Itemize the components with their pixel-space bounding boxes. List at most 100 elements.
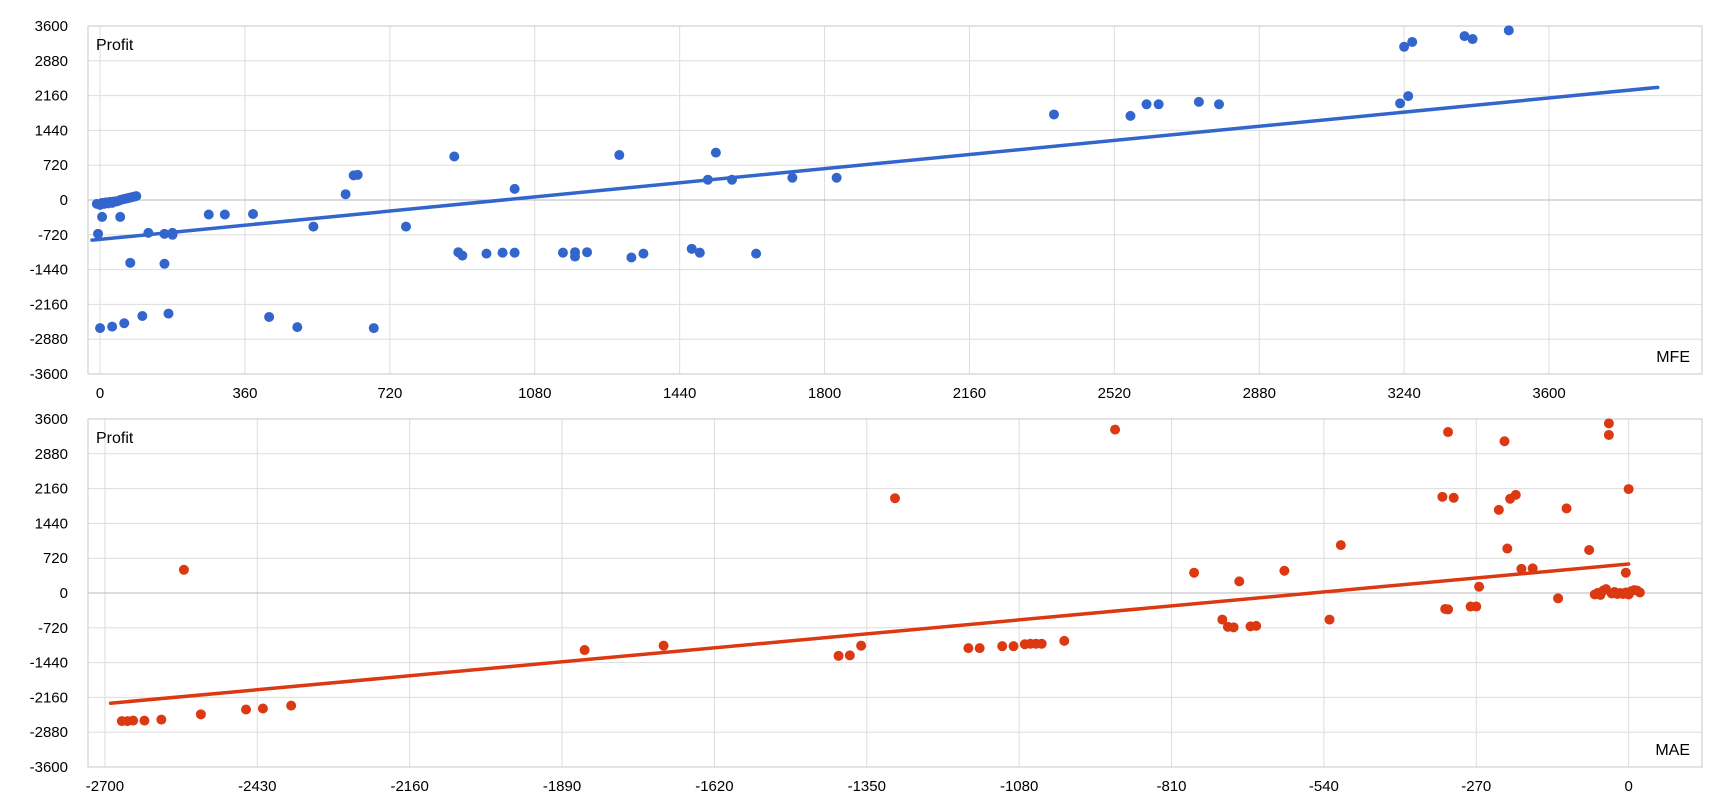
mfe-data-point xyxy=(1141,99,1152,110)
mfe-data-point xyxy=(481,248,492,259)
mfe-y-tick-label: -2880 xyxy=(30,331,68,348)
mae-data-point xyxy=(286,700,297,711)
mae-data-point xyxy=(1474,581,1485,592)
mae-x-tick-label: 0 xyxy=(1624,778,1632,795)
mfe-x-tick-label: 1800 xyxy=(808,385,841,402)
mfe-data-point xyxy=(509,247,520,258)
mae-x-tick-label: -1080 xyxy=(1000,778,1038,795)
mfe-data-point xyxy=(694,247,705,258)
mfe-data-point xyxy=(710,147,721,158)
mfe-data-point xyxy=(1503,25,1514,36)
mae-data-point xyxy=(1502,543,1513,554)
mfe-data-point xyxy=(137,311,148,321)
mfe-x-tick-label: 3240 xyxy=(1387,385,1420,402)
mfe-plot-frame xyxy=(87,25,1703,375)
mae-y-tick-label: -720 xyxy=(38,620,68,637)
mfe-x-tick-label: 720 xyxy=(377,385,402,402)
mae-data-point xyxy=(1189,567,1200,578)
mae-data-point xyxy=(1110,424,1121,435)
mfe-data-point xyxy=(1403,91,1414,102)
mfe-data-point xyxy=(352,169,363,180)
mfe-data-point xyxy=(509,183,520,194)
mfe-x-tick-label: 1080 xyxy=(518,385,551,402)
mfe-data-point xyxy=(292,322,303,333)
mfe-x-tick-label: 0 xyxy=(96,385,104,402)
mfe-data-point xyxy=(1214,99,1225,110)
mfe-data-point xyxy=(115,211,126,222)
mae-data-point xyxy=(1603,418,1614,429)
mfe-data-point xyxy=(248,209,259,220)
mae-x-tick-label: -1350 xyxy=(848,778,886,795)
mae-data-point xyxy=(1443,427,1454,438)
mfe-data-point xyxy=(1048,109,1059,120)
mfe-data-point xyxy=(119,318,130,329)
mfe-data-point xyxy=(400,221,411,232)
mfe-x-tick-label: 2520 xyxy=(1098,385,1131,402)
mae-trendline xyxy=(108,562,1631,705)
mae-y-tick-label: 3600 xyxy=(35,411,68,428)
mfe-data-point xyxy=(125,257,136,268)
mfe-data-point xyxy=(686,243,697,254)
mfe-data-point xyxy=(626,252,637,263)
mfe-data-point xyxy=(368,323,379,334)
mae-plot-frame xyxy=(87,418,1703,768)
mfe-data-point xyxy=(831,172,842,183)
mae-data-point xyxy=(195,709,206,720)
mfe-data-point xyxy=(308,221,319,232)
mfe-data-point xyxy=(1399,41,1410,52)
mfe-data-point xyxy=(751,248,762,259)
mfe-data-point xyxy=(457,250,468,261)
mae-data-point xyxy=(1499,436,1510,447)
mae-y-tick-label: 0 xyxy=(60,585,68,602)
mae-data-point xyxy=(1493,504,1504,515)
mae-y-tick-label: 2160 xyxy=(35,481,68,498)
mfe-data-point xyxy=(219,209,230,220)
mfe-y-tick-label: 720 xyxy=(43,157,68,174)
mae-data-point xyxy=(1623,484,1634,495)
mae-data-point xyxy=(1251,620,1262,631)
mfe-data-point xyxy=(1153,99,1164,110)
mfe-data-point xyxy=(449,151,460,162)
mfe-data-point xyxy=(497,247,508,258)
mfe-data-point xyxy=(163,308,174,319)
mae-x-tick-label: -540 xyxy=(1309,778,1339,795)
mae-x-tick-label: -1620 xyxy=(695,778,733,795)
mae-data-point xyxy=(1335,540,1346,551)
mfe-x-axis-label: MFE xyxy=(1656,349,1690,366)
mae-data-point xyxy=(1516,563,1527,574)
mfe-x-tick-label: 3600 xyxy=(1532,385,1565,402)
mfe-data-point xyxy=(264,311,275,322)
mae-data-point xyxy=(178,564,189,575)
mae-data-point xyxy=(1228,622,1239,633)
mfe-data-point xyxy=(1407,36,1418,47)
mfe-y-tick-label: -720 xyxy=(38,227,68,244)
mfe-data-point xyxy=(340,189,351,200)
mae-data-point xyxy=(1036,638,1047,649)
mfe-y-tick-label: -1440 xyxy=(30,262,68,279)
mae-data-point xyxy=(1279,565,1290,576)
mae-y-tick-label: -2880 xyxy=(30,724,68,741)
mae-data-point xyxy=(974,643,985,654)
mfe-data-point xyxy=(557,247,568,258)
mae-y-tick-label: 1440 xyxy=(35,515,68,532)
mae-data-point xyxy=(1448,492,1459,503)
mae-data-point xyxy=(579,645,590,656)
mfe-data-point xyxy=(1467,34,1478,45)
mfe-data-point xyxy=(95,323,106,334)
mfe-y-tick-label: 1440 xyxy=(35,122,68,139)
mae-data-point xyxy=(997,641,1008,652)
mfe-y-tick-label: 0 xyxy=(60,192,68,209)
mfe-data-point xyxy=(1125,110,1136,121)
mae-data-point xyxy=(1561,503,1572,514)
mfe-data-point xyxy=(787,172,798,183)
mfe-data-point xyxy=(1193,96,1204,107)
mfe-data-point xyxy=(159,258,170,269)
mfe-y-axis-label: Profit xyxy=(96,37,134,54)
mfe-data-point xyxy=(93,228,104,239)
mae-data-point xyxy=(156,714,167,725)
mae-data-point xyxy=(241,704,252,715)
mae-y-tick-label: -1440 xyxy=(30,655,68,672)
mae-data-point xyxy=(963,643,974,654)
mfe-y-tick-label: -2160 xyxy=(30,296,68,313)
